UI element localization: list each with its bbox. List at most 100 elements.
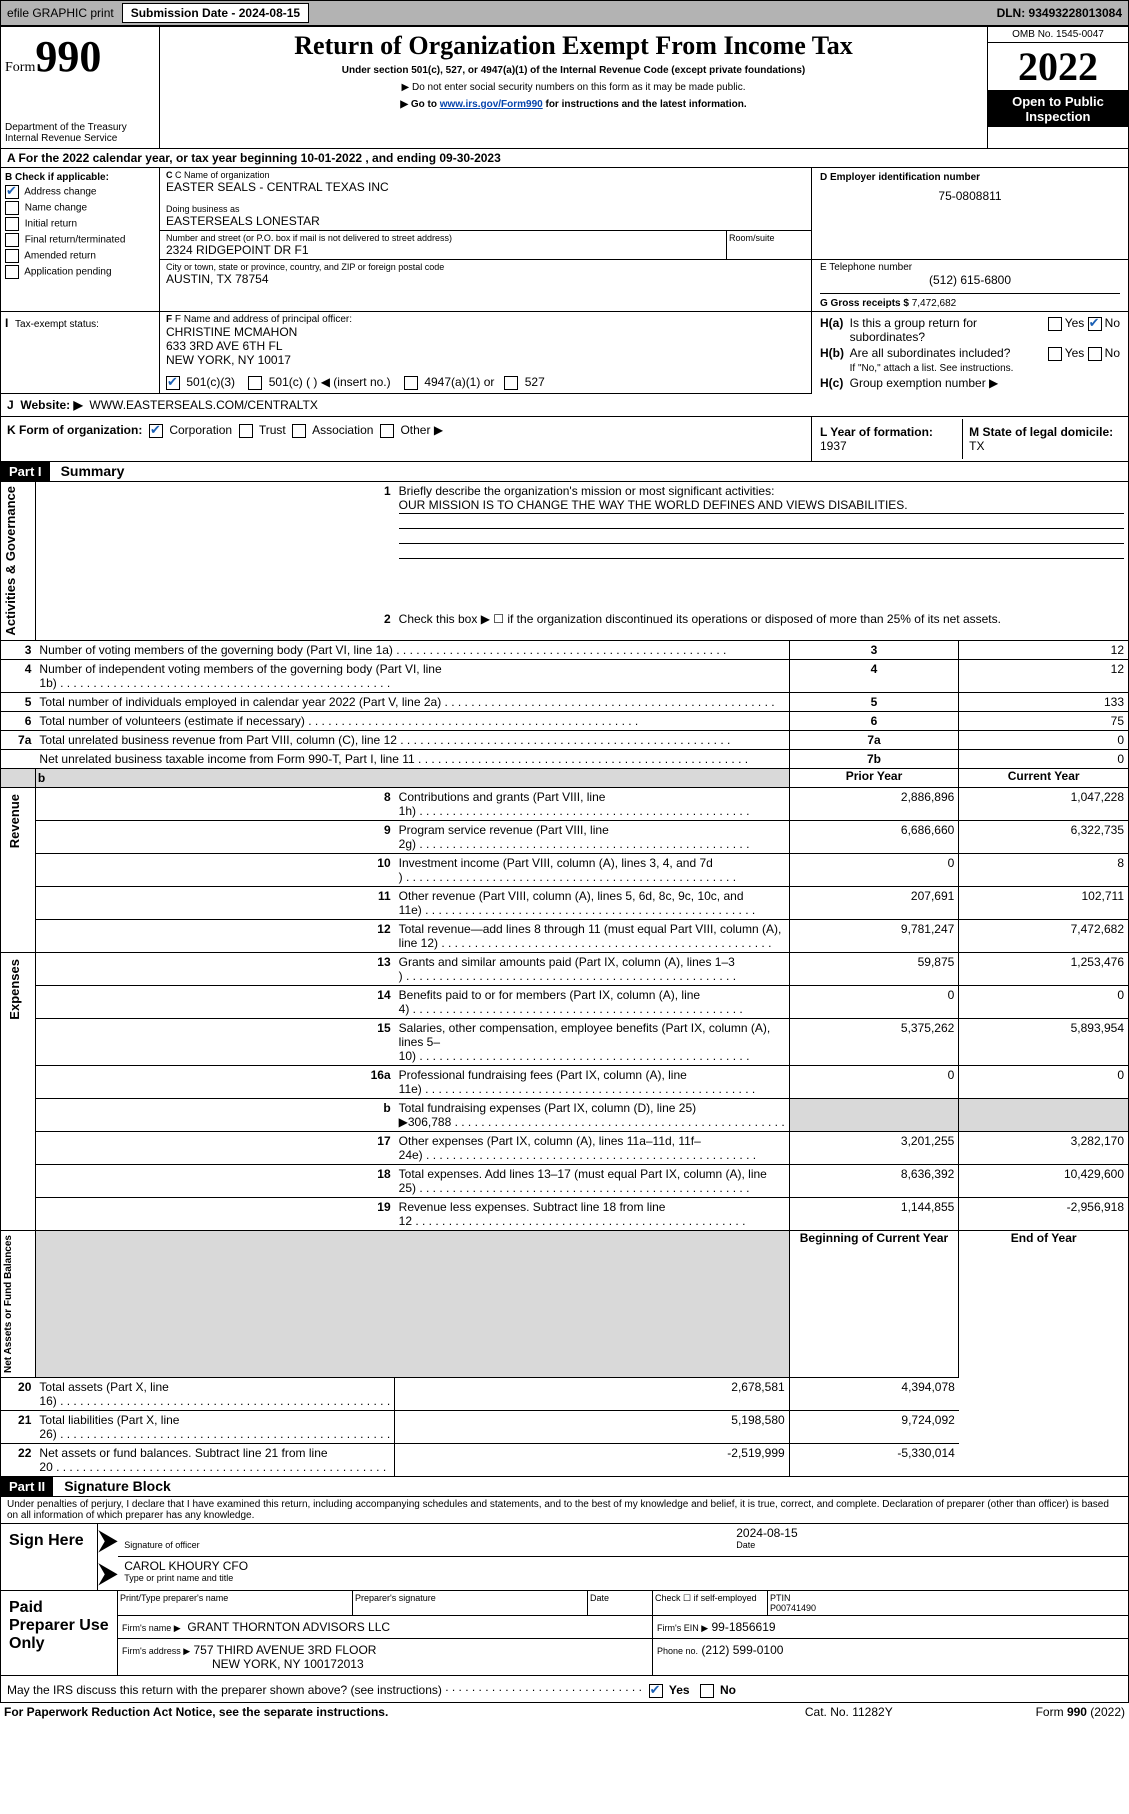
subtitle-2: ▶ Do not enter social security numbers o… — [168, 82, 979, 93]
firm-phone: (212) 599-0100 — [701, 1643, 783, 1657]
boxb-opt-5[interactable] — [5, 265, 19, 279]
footer-right: Form 990 (2022) — [941, 1703, 1129, 1721]
box-c-label: C C Name of organization — [166, 170, 805, 180]
street-value: 2324 RIDGEPOINT DR F1 — [166, 243, 720, 257]
year-formation: 1937 — [820, 439, 847, 453]
ha-yes[interactable] — [1048, 317, 1062, 331]
firm-ein: 99-1856619 — [711, 1620, 775, 1634]
gov-val-7b: 0 — [959, 749, 1129, 768]
submission-date-button[interactable]: Submission Date - 2024-08-15 — [122, 3, 309, 23]
firm-addr2: NEW YORK, NY 100172013 — [212, 1657, 364, 1671]
gov-val-6: 75 — [959, 711, 1129, 730]
sig-label: Signature of officer — [124, 1540, 724, 1550]
irs-label: Internal Revenue Service — [5, 133, 155, 144]
box-k-label: K Form of organization: — [7, 423, 142, 437]
footer-left: For Paperwork Reduction Act Notice, see … — [0, 1703, 756, 1721]
officer-name-title: CAROL KHOURY CFO — [124, 1559, 1122, 1573]
cy-9: 6,322,735 — [959, 820, 1129, 853]
officer-addr2: NEW YORK, NY 10017 — [166, 353, 805, 367]
vlabel-gov: Activities & Governance — [1, 482, 20, 640]
room-label: Room/suite — [727, 231, 812, 260]
discuss-no[interactable] — [700, 1684, 714, 1698]
discuss-yes[interactable] — [649, 1684, 663, 1698]
cy-13: 1,253,476 — [959, 952, 1129, 985]
dln-label: DLN: 93493228013084 — [991, 4, 1128, 22]
527-check[interactable] — [504, 376, 518, 390]
firm-name: GRANT THORNTON ADVISORS LLC — [187, 1620, 390, 1634]
corp-check[interactable] — [149, 424, 163, 438]
cy-10: 8 — [959, 853, 1129, 886]
cy-15: 5,893,954 — [959, 1018, 1129, 1065]
state-domicile: TX — [969, 439, 984, 453]
hb-no[interactable] — [1088, 347, 1102, 361]
topbar: efile GRAPHIC print Submission Date - 20… — [0, 0, 1129, 26]
officer-addr1: 633 3RD AVE 6TH FL — [166, 339, 805, 353]
501c-check[interactable] — [248, 376, 262, 390]
boxb-opt-0[interactable] — [5, 185, 19, 199]
boxb-opt-4[interactable] — [5, 249, 19, 263]
py-19: 1,144,855 — [789, 1197, 959, 1230]
py-15: 5,375,262 — [789, 1018, 959, 1065]
py-14: 0 — [789, 985, 959, 1018]
net-py-22: -2,519,999 — [395, 1443, 790, 1476]
py-9: 6,686,660 — [789, 820, 959, 853]
form-990-logo: Form990 — [5, 31, 155, 82]
gov-val-5: 133 — [959, 692, 1129, 711]
net-py-21: 5,198,580 — [395, 1410, 790, 1443]
col-prior-year: Prior Year — [846, 769, 902, 783]
cy-12: 7,472,682 — [959, 919, 1129, 952]
dba-value: EASTERSEALS LONESTAR — [166, 214, 805, 228]
ein-value: 75-0808811 — [820, 189, 1120, 203]
py-17: 3,201,255 — [789, 1131, 959, 1164]
discuss-text: May the IRS discuss this return with the… — [7, 1683, 442, 1697]
period-line: A For the 2022 calendar year, or tax yea… — [0, 149, 1129, 168]
street-label: Number and street (or P.O. box if mail i… — [166, 233, 720, 243]
vlabel-rev: Revenue — [5, 790, 24, 852]
irs-link[interactable]: www.irs.gov/Form990 — [440, 99, 543, 110]
cy-8: 1,047,228 — [959, 787, 1129, 820]
py-8: 2,886,896 — [789, 787, 959, 820]
gov-val-7a: 0 — [959, 730, 1129, 749]
subtitle-3: ▶ Go to www.irs.gov/Form990 for instruct… — [168, 99, 979, 110]
net-py-20: 2,678,581 — [395, 1377, 790, 1410]
cy-11: 102,711 — [959, 886, 1129, 919]
net-cy-21: 9,724,092 — [789, 1410, 959, 1443]
city-label: City or town, state or province, country… — [166, 262, 805, 272]
gov-val-4: 12 — [959, 659, 1129, 692]
box-g: G Gross receipts $ 7,472,682 — [820, 293, 1120, 309]
subtitle-1: Under section 501(c), 527, or 4947(a)(1)… — [168, 65, 979, 76]
box-d-label: D Employer identification number — [820, 172, 1120, 183]
py-16a: 0 — [789, 1065, 959, 1098]
cy-14: 0 — [959, 985, 1129, 1018]
line2-text: Check this box ▶ ☐ if the organization d… — [395, 610, 1129, 640]
py-13: 59,875 — [789, 952, 959, 985]
ha-no[interactable] — [1088, 317, 1102, 331]
box-b-title: B Check if applicable: — [5, 172, 155, 183]
other-check[interactable] — [380, 424, 394, 438]
line1-text: Briefly describe the organization's miss… — [399, 484, 775, 498]
officer-name: CHRISTINE MCMAHON — [166, 325, 805, 339]
cy-18: 10,429,600 — [959, 1164, 1129, 1197]
assoc-check[interactable] — [292, 424, 306, 438]
boxb-opt-2[interactable] — [5, 217, 19, 231]
boxb-opt-1[interactable] — [5, 201, 19, 215]
4947-check[interactable] — [404, 376, 418, 390]
py-b — [789, 1098, 959, 1131]
part2-bar: Part II — [1, 1477, 53, 1496]
efile-label: efile GRAPHIC print — [1, 4, 120, 22]
boxb-opt-3[interactable] — [5, 233, 19, 247]
cy-19: -2,956,918 — [959, 1197, 1129, 1230]
vlabel-exp: Expenses — [5, 955, 24, 1024]
sig-date: 2024-08-15 — [736, 1526, 1122, 1540]
city-value: AUSTIN, TX 78754 — [166, 272, 805, 286]
col-current-year: Current Year — [1008, 769, 1080, 783]
cy-17: 3,282,170 — [959, 1131, 1129, 1164]
py-12: 9,781,247 — [789, 919, 959, 952]
part1-bar: Part I — [1, 462, 50, 481]
hb-yes[interactable] — [1048, 347, 1062, 361]
box-e-label: E Telephone number — [820, 262, 1120, 273]
sign-here: Sign Here — [1, 1524, 98, 1591]
trust-check[interactable] — [239, 424, 253, 438]
gov-val-3: 12 — [959, 640, 1129, 659]
501c3-check[interactable] — [166, 376, 180, 390]
